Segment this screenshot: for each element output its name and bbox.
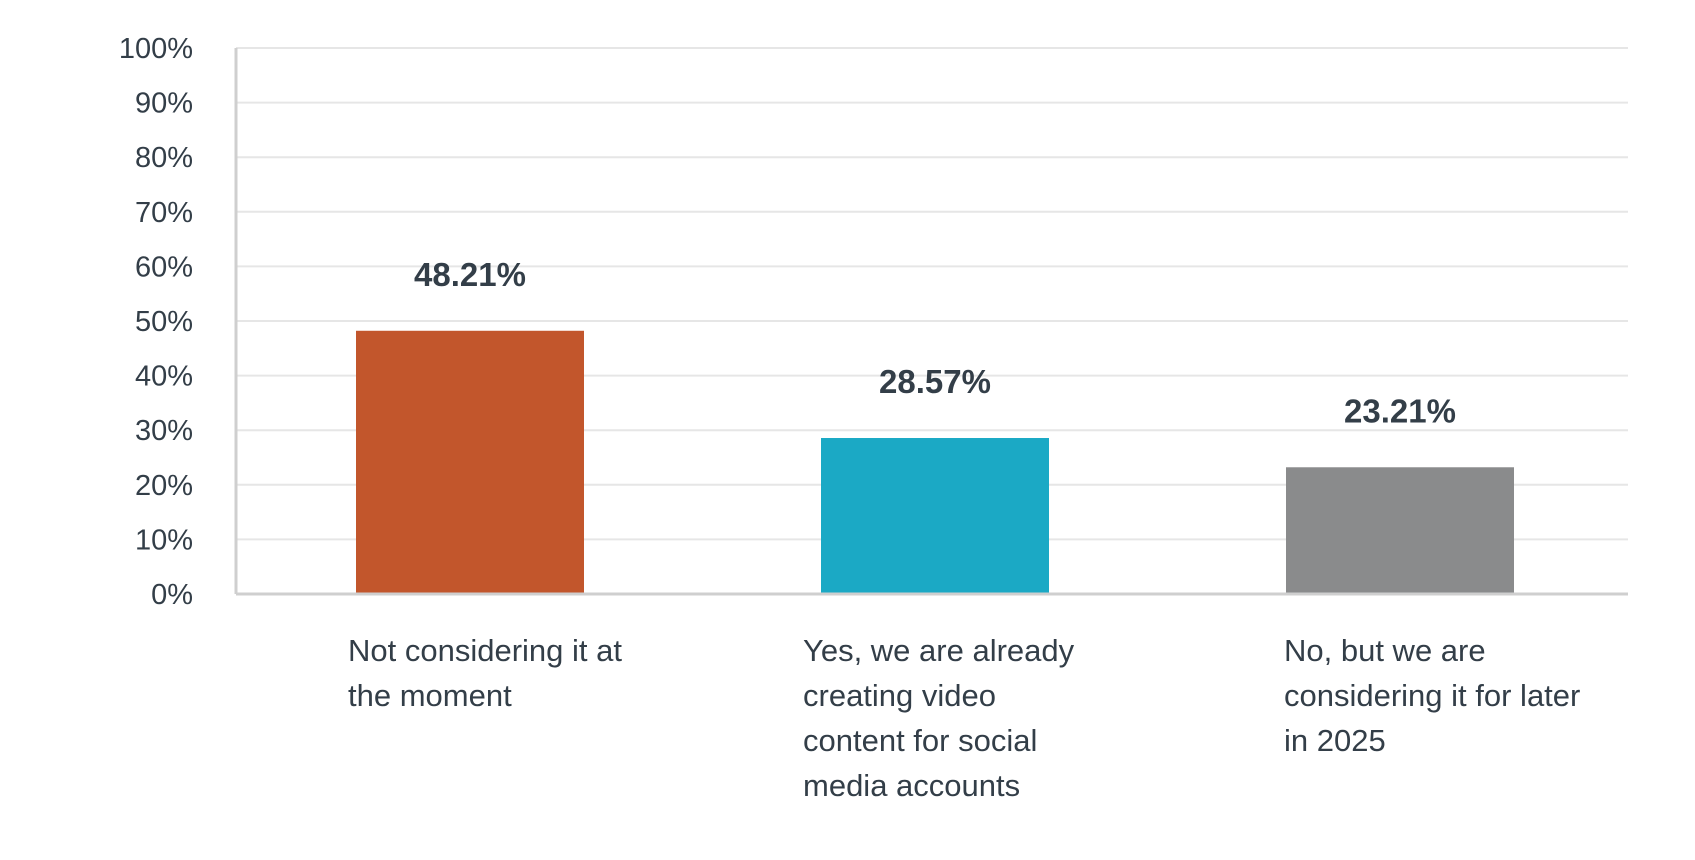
- bar-2: [821, 438, 1049, 594]
- bar-1: [356, 330, 584, 594]
- y-tick-label: 70%: [135, 197, 193, 229]
- bar-3: [1286, 467, 1514, 594]
- category-label-3: No, but we are considering it for later …: [1284, 633, 1581, 758]
- category-label-1: Not considering it at the moment: [348, 633, 622, 713]
- y-tick-label: 100%: [119, 33, 193, 65]
- y-tick-label: 40%: [135, 361, 193, 393]
- y-tick-label: 50%: [135, 306, 193, 338]
- data-label-2: 28.57%: [879, 363, 991, 400]
- y-tick-label: 30%: [135, 415, 193, 447]
- y-tick-label: 20%: [135, 470, 193, 502]
- data-label-3: 23.21%: [1344, 392, 1456, 429]
- y-tick-label: 0%: [151, 579, 193, 611]
- category-label-2: Yes, we are already creating video conte…: [803, 633, 1075, 803]
- bars: [356, 330, 1514, 594]
- y-tick-label: 90%: [135, 88, 193, 120]
- data-labels: 48.21% 28.57% 23.21%: [414, 256, 1456, 430]
- y-tick-label: 60%: [135, 251, 193, 283]
- y-tick-label: 10%: [135, 524, 193, 556]
- y-axis-ticks: 0% 10% 20% 30% 40% 50% 60% 70% 80% 90% 100%: [119, 33, 193, 611]
- data-label-1: 48.21%: [414, 256, 526, 293]
- y-tick-label: 80%: [135, 142, 193, 174]
